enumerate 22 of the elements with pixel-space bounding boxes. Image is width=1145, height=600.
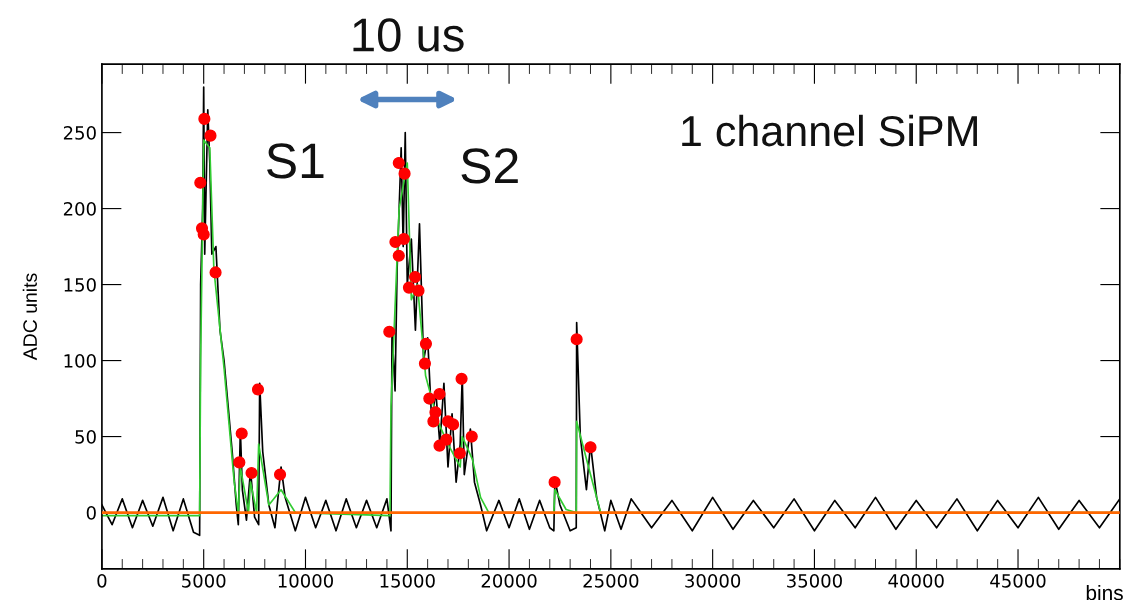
x-tick-label: 25000 (583, 573, 639, 588)
y-tick-label: 100 (64, 354, 96, 368)
y-tick-label: 200 (63, 202, 96, 216)
x-tick-label: 35000 (787, 573, 842, 588)
y-tick-label: 50 (75, 430, 96, 444)
text: 10 us (353, 18, 464, 52)
x-tick-label: 20000 (481, 573, 537, 588)
y-tick-label: 150 (64, 278, 96, 292)
y-tick-label: 0 (86, 506, 96, 520)
x-tick-label: 0 (97, 573, 107, 588)
x-tick-label: 45000 (990, 573, 1046, 588)
annotation: 1 channel SiPM (682, 114, 977, 147)
x-axis-title: bins (1086, 584, 1123, 600)
annotation: S2 (461, 148, 518, 184)
y-axis-title: ADC units (22, 273, 37, 361)
x-tick-label: 10000 (278, 573, 334, 588)
x-tick-label: 30000 (685, 573, 741, 588)
x-tick-label: 15000 (380, 573, 435, 588)
y-tick-label: 250 (63, 126, 96, 140)
x-tick-label: 5000 (182, 573, 226, 588)
annotation: S1 (267, 143, 324, 179)
x-tick-label: 40000 (888, 573, 944, 588)
